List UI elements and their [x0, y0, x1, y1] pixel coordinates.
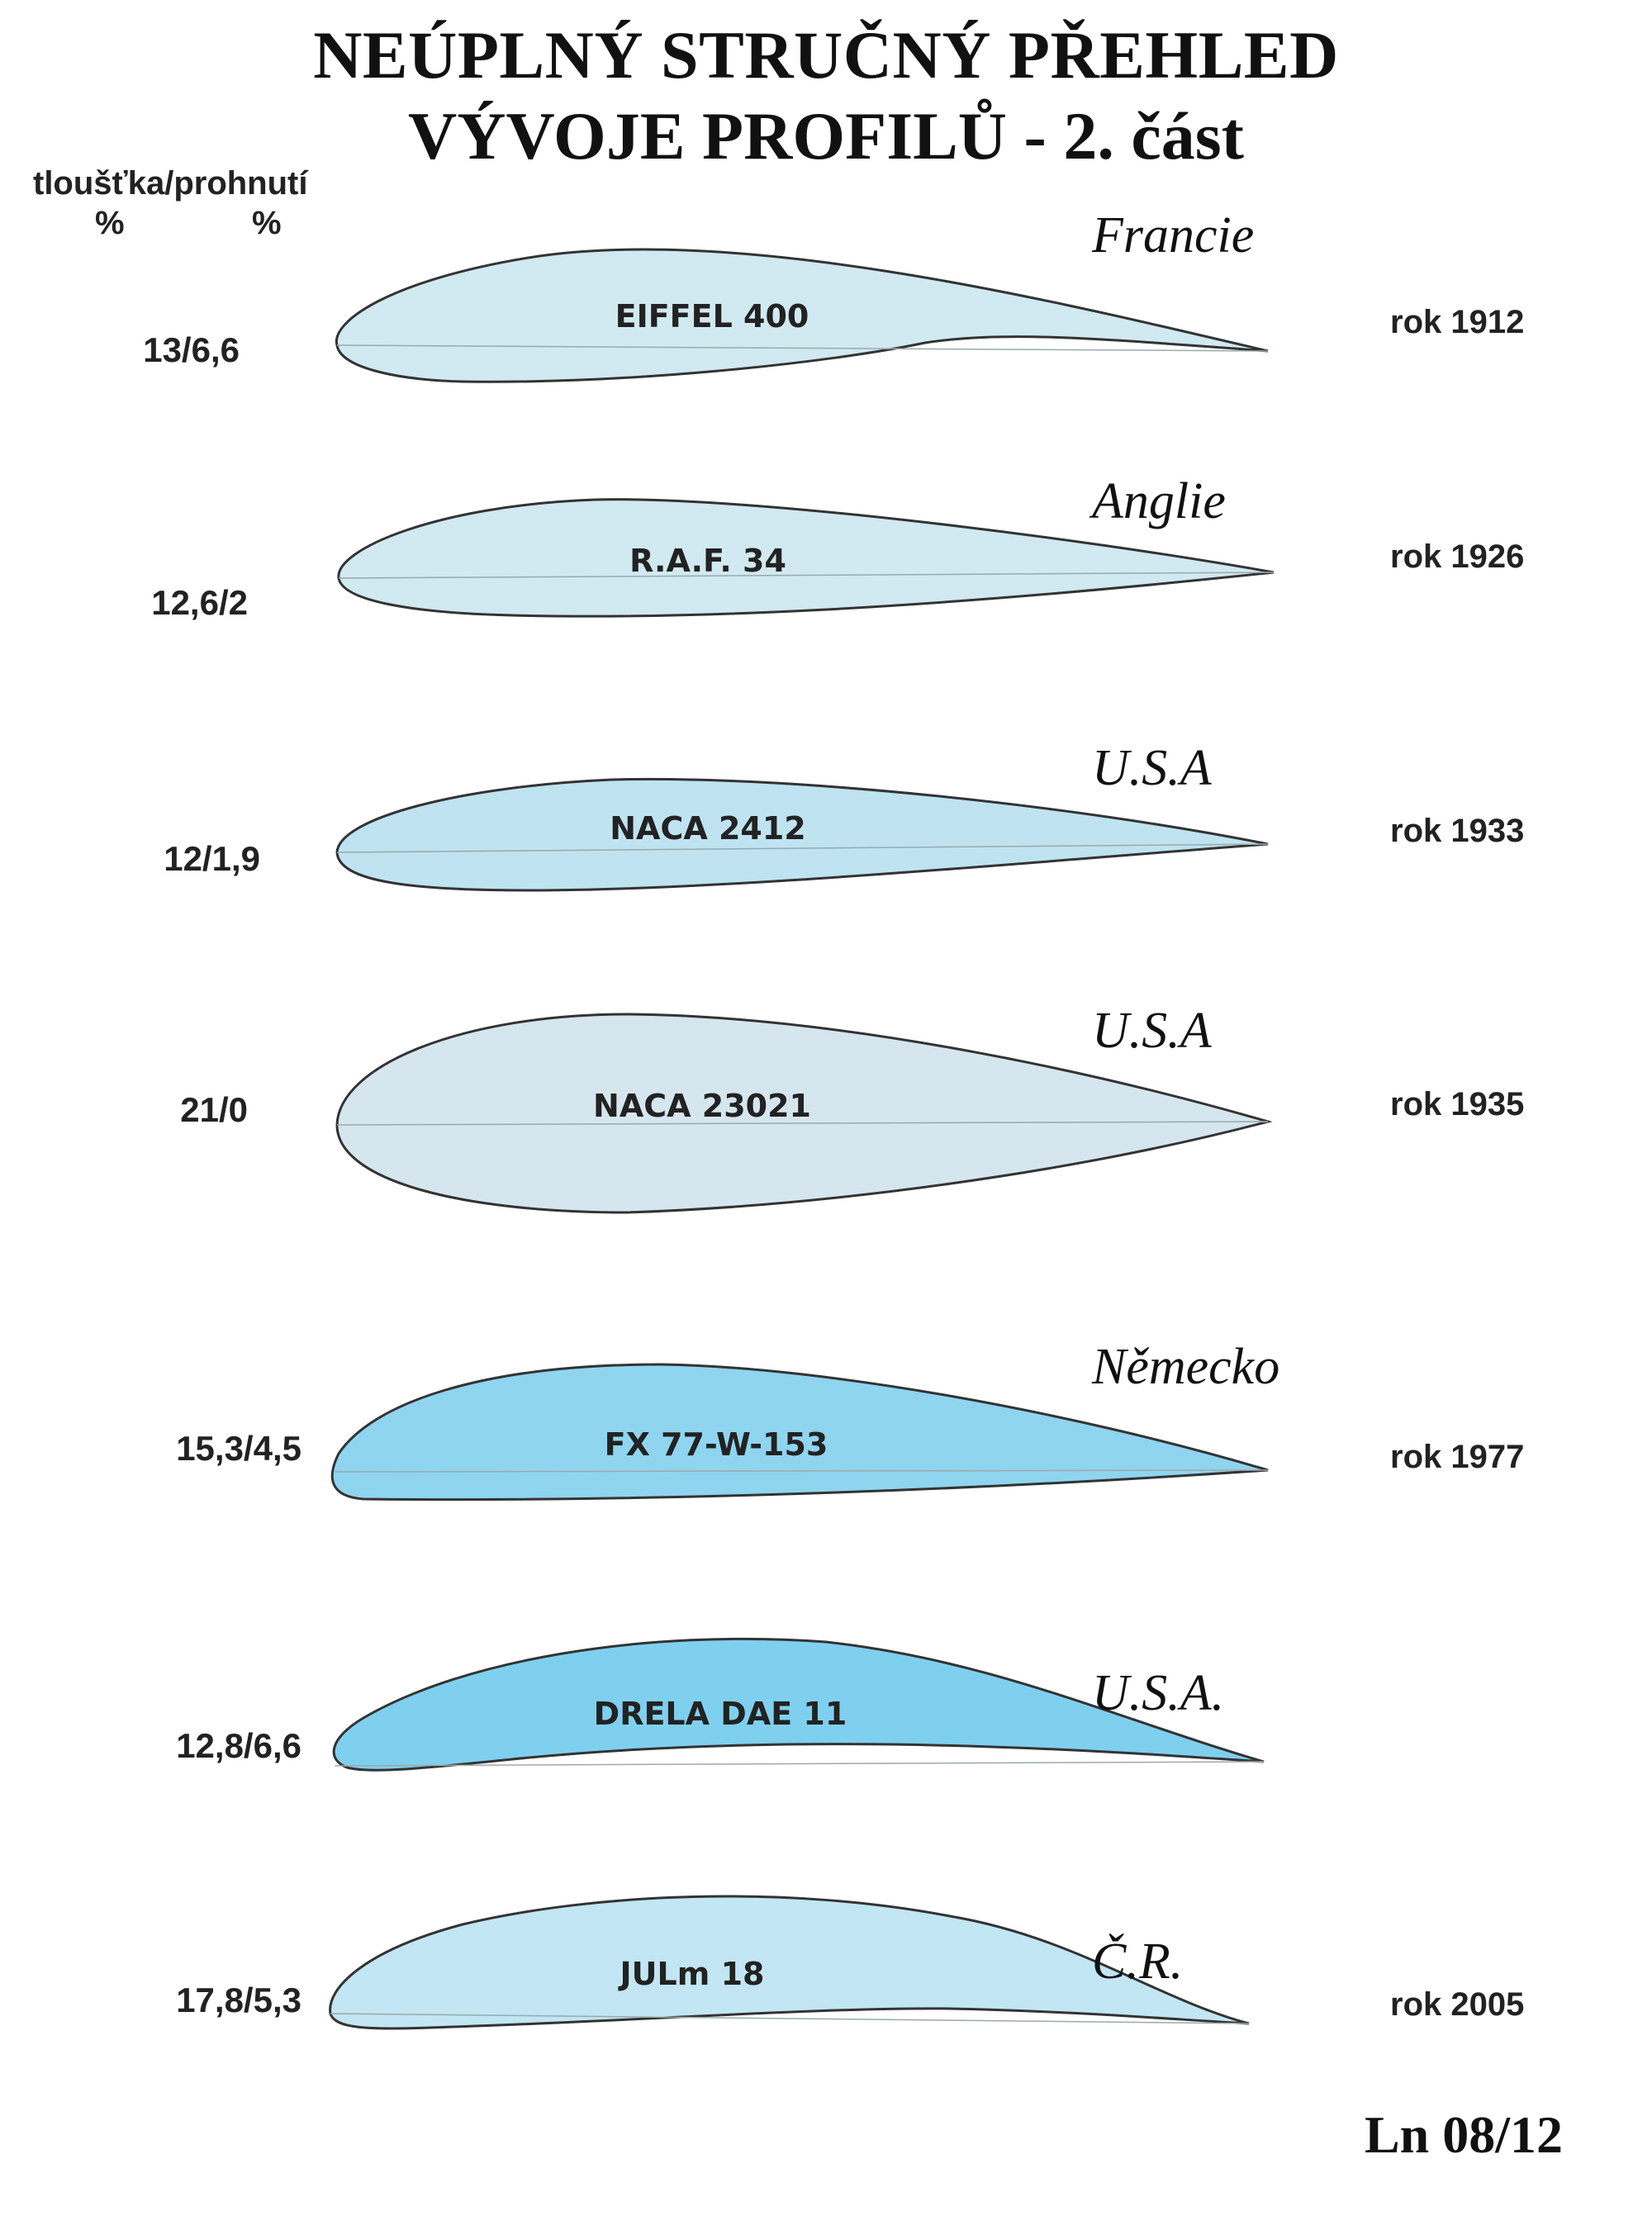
thickness-camber-value: 12/1,9 [164, 839, 260, 878]
airfoil-shape [337, 498, 1275, 618]
airfoil-raf-34: R.A.F. 34 [337, 498, 1275, 618]
country-label: Anglie [1092, 473, 1226, 529]
airfoil-naca-23021: NACA 23021 [335, 1013, 1273, 1214]
column-header-unit-camber: % [252, 205, 282, 241]
thickness-camber-value: 13/6,6 [143, 330, 240, 369]
column-header-unit-thickness: % [95, 205, 125, 241]
thickness-camber-value: 12,8/6,6 [176, 1726, 301, 1765]
profile-name: EIFFEL 400 [615, 298, 809, 334]
profile-name: R.A.F. 34 [629, 543, 786, 579]
country-label: U.S.A [1092, 1003, 1212, 1059]
country-label: U.S.A [1092, 740, 1212, 796]
airfoil-naca-2412: NACA 2412 [335, 777, 1269, 892]
chord-line [334, 1469, 1269, 1473]
thickness-camber-value: 17,8/5,3 [176, 1981, 301, 2019]
profile-name: FX 77-W-153 [605, 1426, 828, 1463]
chord-line [334, 1761, 1265, 1767]
profile-name: DRELA DAE 11 [594, 1696, 847, 1732]
chord-line [338, 572, 1275, 579]
airfoil-shape [330, 1363, 1269, 1502]
chord-line [336, 344, 1269, 352]
year-label: rok 1926 [1390, 539, 1525, 575]
country-label: U.S.A. [1092, 1665, 1225, 1721]
country-label: Č.R. [1092, 1933, 1184, 1990]
profile-name: JULm 18 [618, 1956, 765, 1992]
title-line-1: NEÚPLNÝ STRUČNÝ PŘEHLED [313, 17, 1339, 93]
profile-name: NACA 23021 [593, 1088, 811, 1124]
thickness-camber-value: 12,6/2 [151, 583, 248, 622]
airfoil-eiffel-400: EIFFEL 400 [335, 248, 1269, 383]
year-label: rok 1935 [1390, 1086, 1525, 1122]
airfoil-shape [335, 248, 1269, 383]
year-label: rok 1933 [1390, 813, 1525, 849]
year-label: rok 1912 [1390, 304, 1525, 340]
country-label: Francie [1092, 207, 1255, 263]
airfoil-julm-18: JULm 18 [329, 1895, 1250, 2030]
chord-line [330, 2013, 1250, 2024]
thickness-camber-value: 21/0 [180, 1090, 248, 1129]
airfoil-shape [332, 1637, 1265, 1772]
year-label: rok 2005 [1390, 1986, 1525, 2023]
title-line-2: VÝVOJE PROFILŮ - 2. část [408, 98, 1244, 173]
column-header-label: tloušťka/prohnutí [33, 165, 308, 202]
airfoil-fx-77-w-153: FX 77-W-153 [330, 1363, 1269, 1502]
chord-line [336, 1121, 1269, 1126]
year-label: rok 1977 [1390, 1439, 1525, 1475]
page-footer-label: Ln 08/12 [1364, 2105, 1563, 2164]
chord-line [336, 843, 1269, 853]
country-label: Německo [1092, 1339, 1280, 1395]
profile-name: NACA 2412 [610, 810, 806, 847]
airfoil-drela-dae-11: DRELA DAE 11 [332, 1637, 1265, 1772]
thickness-camber-value: 15,3/4,5 [176, 1429, 301, 1468]
airfoil-shape [329, 1895, 1250, 2030]
